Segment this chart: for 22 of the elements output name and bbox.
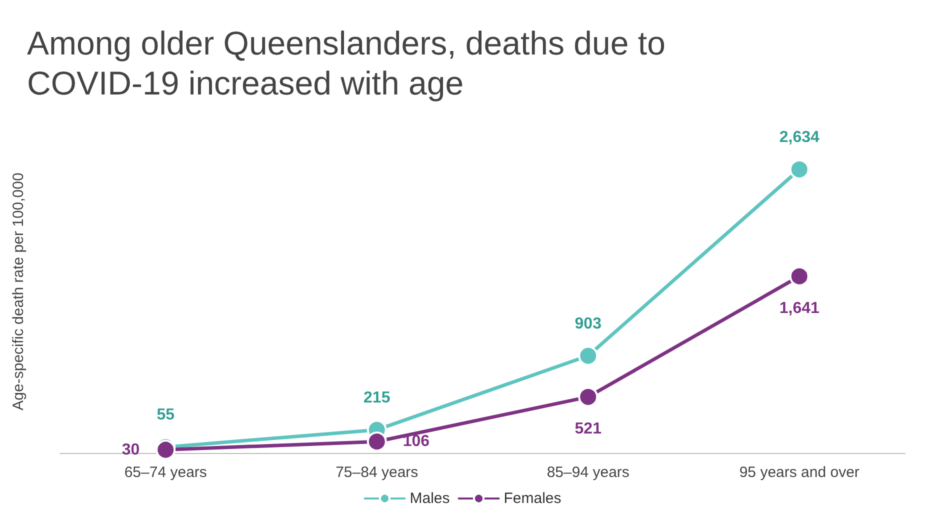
point: [578, 386, 598, 407]
data-label: 30: [122, 441, 140, 458]
chart-title: Among older Queenslanders, deaths due to COVID-19 increased with age: [27, 24, 675, 102]
data-label: 1,641: [779, 300, 820, 317]
data-label: 521: [574, 420, 602, 438]
data-label: 903: [574, 315, 602, 332]
point: [156, 440, 176, 460]
x-tick-label: 75–84 years: [336, 464, 418, 481]
point: [366, 432, 387, 452]
x-tick-label: 65–74 years: [124, 464, 207, 481]
point: [789, 159, 810, 180]
legend-label: Males: [410, 490, 450, 507]
y-axis-title: Age-specific death rate per 100,000: [10, 172, 27, 410]
data-label: 55: [156, 406, 175, 424]
x-tick-label: 95 years and over: [739, 464, 860, 481]
legend-label: Females: [504, 490, 562, 507]
x-tick-label: 85–94 years: [546, 464, 630, 481]
data-label: 106: [402, 433, 430, 450]
point: [578, 346, 598, 366]
point: [789, 266, 810, 286]
data-label: 215: [364, 389, 390, 406]
data-label: 2,634: [779, 128, 820, 146]
